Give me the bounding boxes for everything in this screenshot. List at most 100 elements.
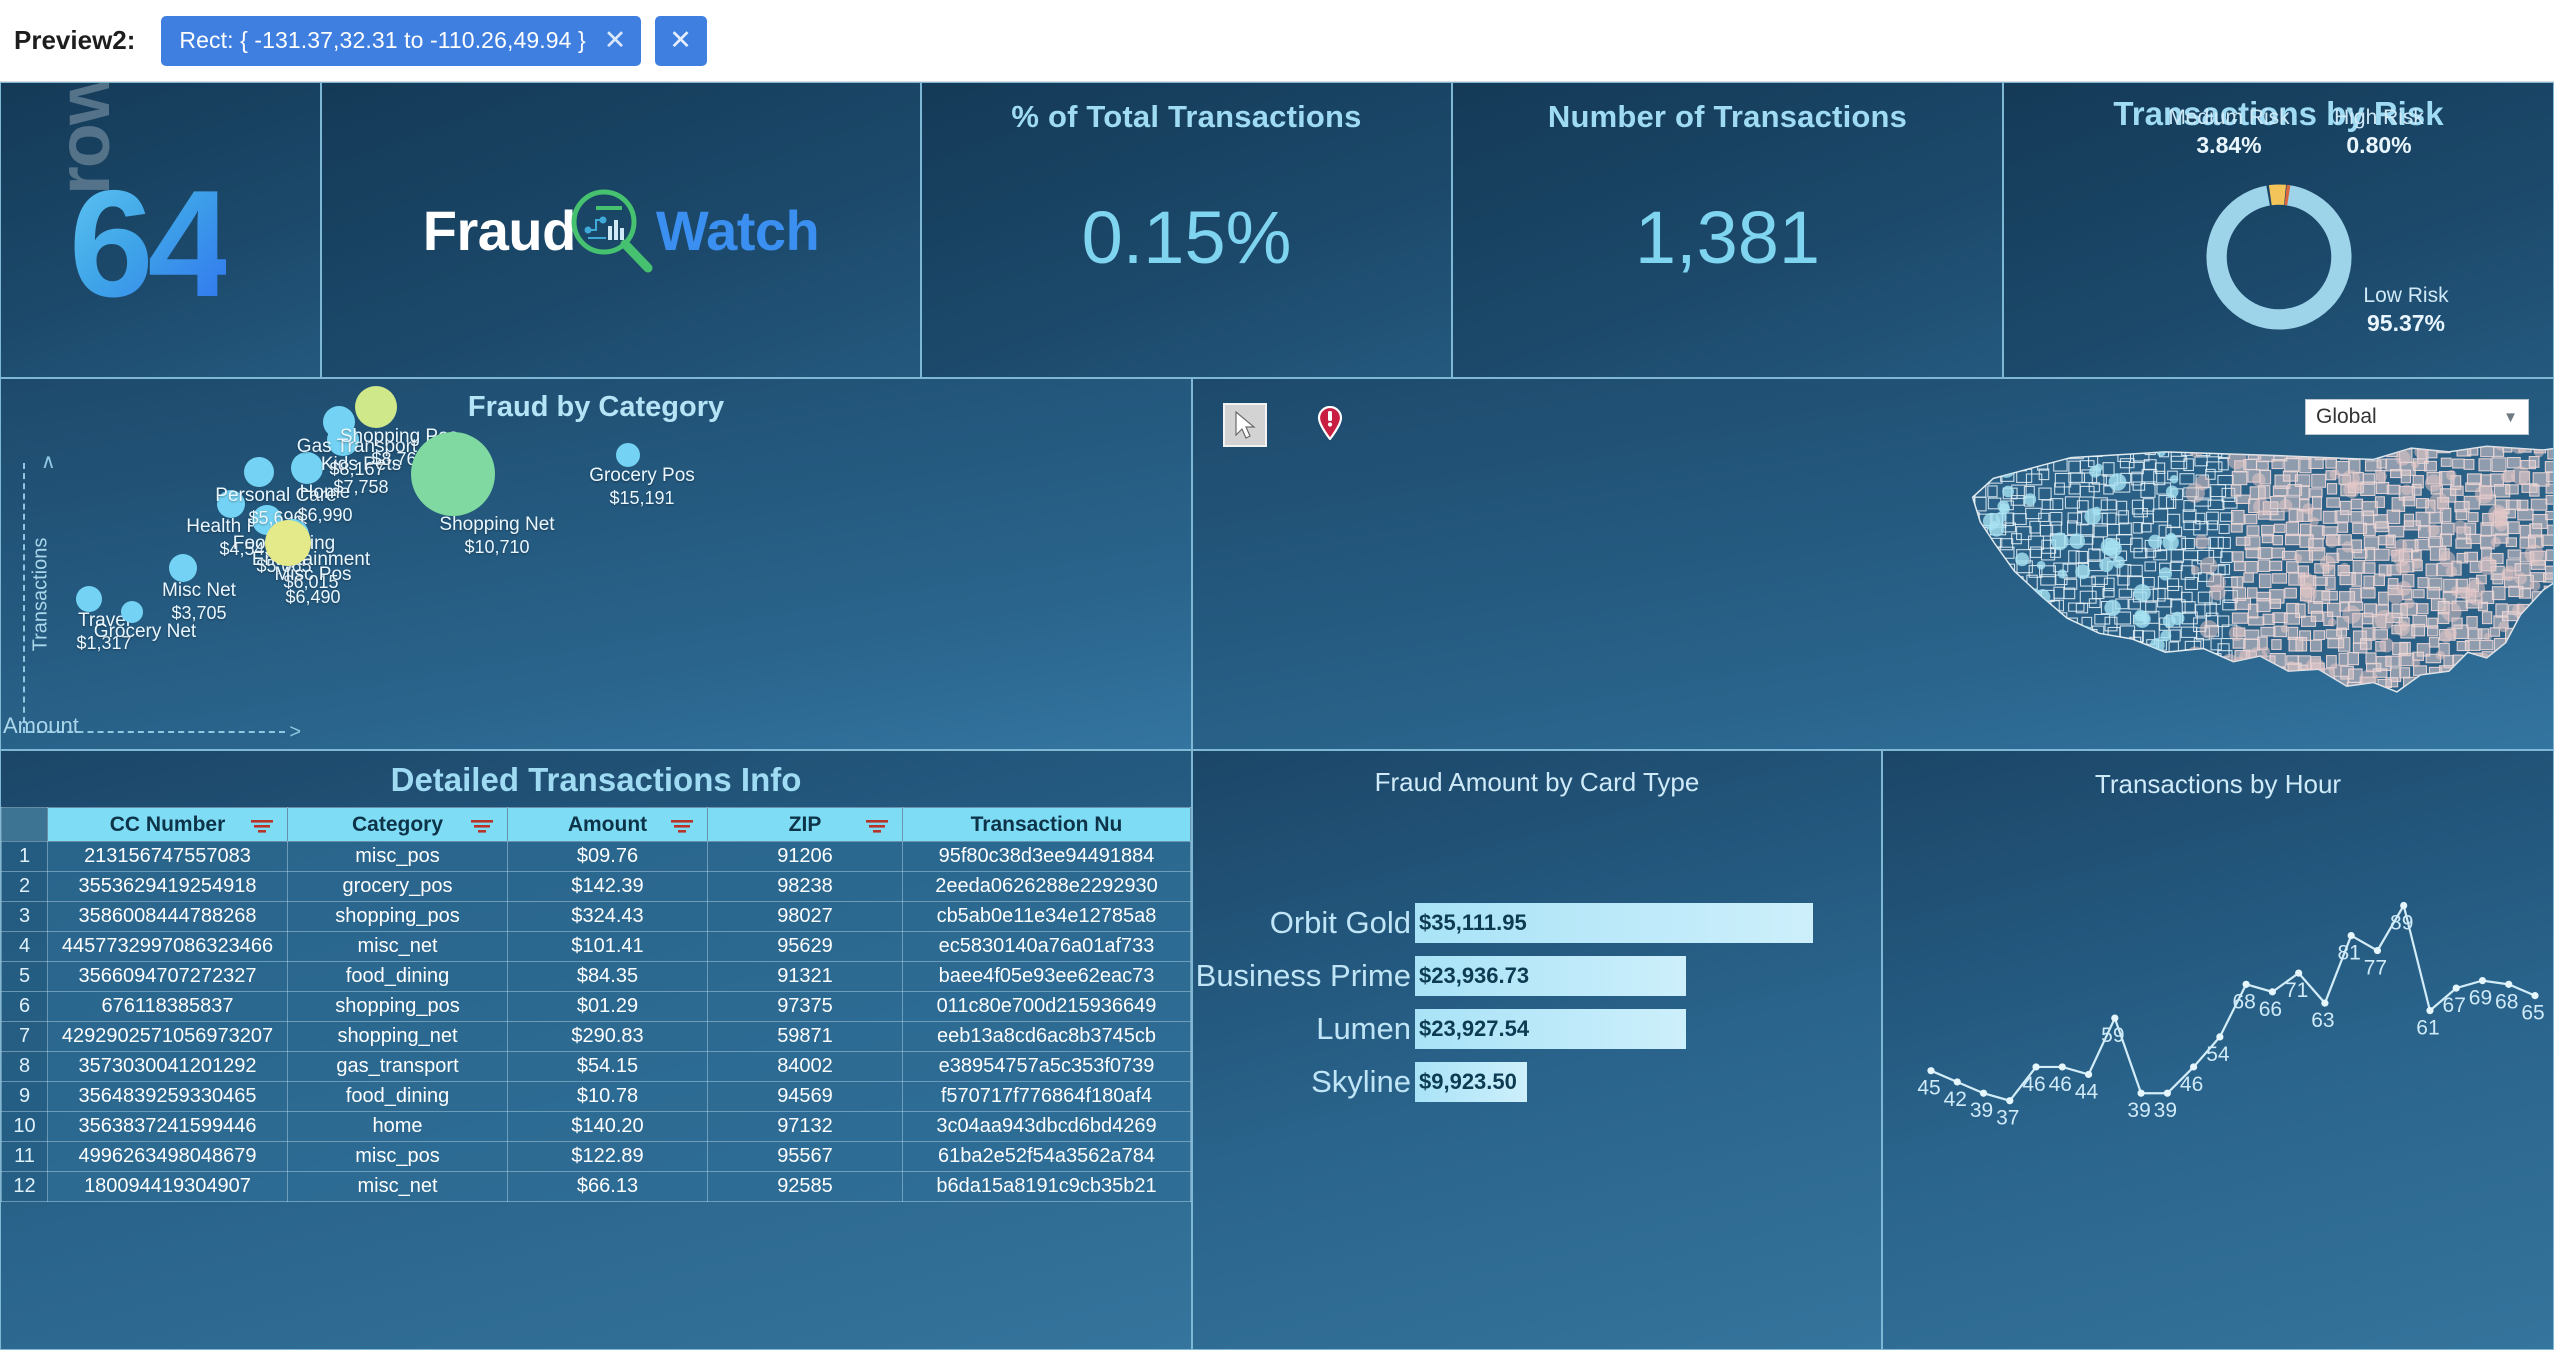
line-data-point[interactable] [2006,1097,2014,1105]
table-cell: $09.76 [507,841,708,872]
table-row[interactable]: 11 4996263498048679 misc_pos $122.89 95567 61… [1,1141,1191,1172]
bubble-point[interactable] [121,601,143,623]
line-data-point[interactable] [2163,1089,2171,1097]
table-row[interactable]: 10 3563837241599446 home $140.20 97132 3c04aa… [1,1111,1191,1142]
filter-chip-close-icon[interactable]: ✕ [603,25,627,55]
bar-row[interactable]: Business Prime $23,936.73 [1193,954,1881,998]
table-row[interactable]: 2 3553629419254918 grocery_pos $142.39 98238… [1,871,1191,902]
bar-fill[interactable]: $23,927.54 [1415,1009,1686,1049]
table-body[interactable]: 1 213156747557083 misc_pos $09.76 91206 95f80… [1,841,1191,1202]
table-header-transaction-nu[interactable]: Transaction Nu [902,807,1191,842]
bar-row[interactable]: Orbit Gold $35,111.95 [1193,901,1881,945]
table-cell: 97375 [707,991,903,1022]
line-data-point[interactable] [2216,1033,2224,1041]
line-data-point[interactable] [1979,1089,1988,1097]
clear-all-filters-button[interactable]: ✕ [654,15,707,66]
bubble-point[interactable] [169,554,197,582]
line-data-point[interactable] [2268,988,2276,996]
filter-icon[interactable] [471,817,493,833]
table-cell: 4292902571056973207 [47,1021,288,1052]
filter-icon[interactable] [671,817,693,833]
filter-icon[interactable] [251,817,273,833]
table-row[interactable]: 1 213156747557083 misc_pos $09.76 91206 95f80… [1,841,1191,872]
bar-row[interactable]: Skyline $9,923.50 [1193,1060,1881,1104]
fraud-alert-pin-icon[interactable] [1317,405,1343,441]
risk-label-high: High Risk 0.80% [2304,105,2454,160]
bar-row[interactable]: Lumen $23,927.54 [1193,1007,1881,1051]
line-data-point[interactable] [2400,901,2408,910]
table-row[interactable]: 12 180094419304907 misc_net $66.13 92585 b6da… [1,1171,1191,1202]
line-data-point[interactable] [2084,1070,2093,1079]
line-data-point[interactable] [2190,1063,2198,1071]
cursor-arrow-icon[interactable] [1223,403,1267,447]
filter-icon[interactable] [866,817,888,833]
panel-title: Fraud Amount by Card Type [1374,767,1700,797]
table-row[interactable]: 5 3566094707272327 food_dining $84.35 91321 b… [1,961,1191,992]
bubble-point[interactable] [265,520,311,566]
line-data-point[interactable] [2137,1089,2145,1097]
table-row[interactable]: 3 3586008444788268 shopping_pos $324.43 9802… [1,901,1191,932]
bar-fill[interactable]: $35,111.95 [1415,903,1813,943]
line-data-label: 37 [1996,1107,2019,1130]
line-data-point[interactable] [2111,1014,2119,1022]
table-cell: 4457732997086323466 [47,931,288,962]
table-row[interactable]: 7 4292902571056973207 shopping_net $290.83 5… [1,1021,1191,1052]
bubble-point[interactable] [217,490,245,518]
line-data-point[interactable] [2426,1007,2434,1015]
region-select[interactable]: Global ▼ [2305,399,2529,435]
line-data-point[interactable] [2505,980,2513,988]
filter-chip-rect[interactable]: Rect: { -131.37,32.31 to -110.26,49.94 }… [161,15,641,66]
fraud-map-panel[interactable]: Global ▼ [1192,378,2554,750]
table-cell: 2eeda0626288e2292930 [902,871,1191,902]
table-cell: b6da15a8191c9cb35b21 [902,1171,1191,1202]
risk-label-low: Low Risk 95.37% [2326,283,2486,338]
transactions-table[interactable]: CC Number Category Amount ZIP Transaction Nu… [1,807,1191,1202]
bar-fill[interactable]: $9,923.50 [1415,1062,1527,1102]
line-data-point[interactable] [1953,1078,1961,1086]
bubble-point[interactable] [411,432,495,516]
line-data-point[interactable] [1927,1067,1935,1075]
table-header-zip[interactable]: ZIP [707,807,903,842]
table-row[interactable]: 6 676118385837 shopping_pos $01.29 97375 011c… [1,991,1191,1022]
bubble-label: Travel $1,317 [76,610,132,653]
county-mesh [1972,444,2553,692]
table-header-amount[interactable]: Amount [507,807,708,842]
table-cell: f570717f776864f180af4 [902,1081,1191,1112]
line-data-point[interactable] [2478,977,2487,985]
line-data-point[interactable] [2321,999,2329,1007]
line-data-point[interactable] [2373,946,2382,955]
table-row[interactable]: 9 3564839259330465 food_dining $10.78 94569 f… [1,1081,1191,1112]
table-cell: 59871 [707,1021,903,1052]
table-header-cc-number[interactable]: CC Number [47,807,288,842]
line-data-point[interactable] [2452,984,2460,992]
bubble-point[interactable] [76,586,102,612]
bar-value-label: $9,923.50 [1419,1069,1517,1094]
bubble-point[interactable] [355,386,397,428]
table-cell: 3573030041201292 [47,1051,288,1082]
bubble-point[interactable] [323,406,355,438]
table-header-category[interactable]: Category [287,807,508,842]
risk-donut-chart[interactable] [2201,179,2357,335]
bubble-point[interactable] [244,457,274,487]
table-row[interactable]: 4 4457732997086323466 misc_net $101.41 95629… [1,931,1191,962]
bar-value-label: $23,936.73 [1419,963,1530,988]
table-row-number: 6 [1,991,48,1022]
line-data-point[interactable] [2295,969,2303,977]
bar-fill[interactable]: $23,936.73 [1415,956,1686,996]
us-county-map[interactable] [1193,379,2553,749]
line-data-point[interactable] [2347,931,2355,940]
line-data-point[interactable] [2032,1063,2040,1071]
line-data-label: 63 [2311,1009,2334,1032]
table-row-number: 1 [1,841,48,872]
bubble-point[interactable] [616,443,640,467]
line-data-label: 89 [2390,912,2413,935]
bar-category-label: Orbit Gold [1269,905,1411,940]
line-data-point[interactable] [2242,980,2250,988]
table-row[interactable]: 8 3573030041201292 gas_transport $54.15 8400… [1,1051,1191,1082]
line-data-point[interactable] [2058,1063,2066,1071]
line-data-point[interactable] [2531,992,2539,1000]
bubble-point[interactable] [291,452,323,484]
x-axis: > [27,721,301,743]
table-cell: shopping_pos [287,901,508,932]
